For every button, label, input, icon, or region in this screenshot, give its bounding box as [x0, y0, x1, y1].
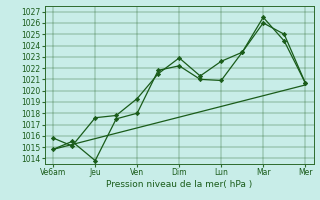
- X-axis label: Pression niveau de la mer( hPa ): Pression niveau de la mer( hPa ): [106, 180, 252, 189]
